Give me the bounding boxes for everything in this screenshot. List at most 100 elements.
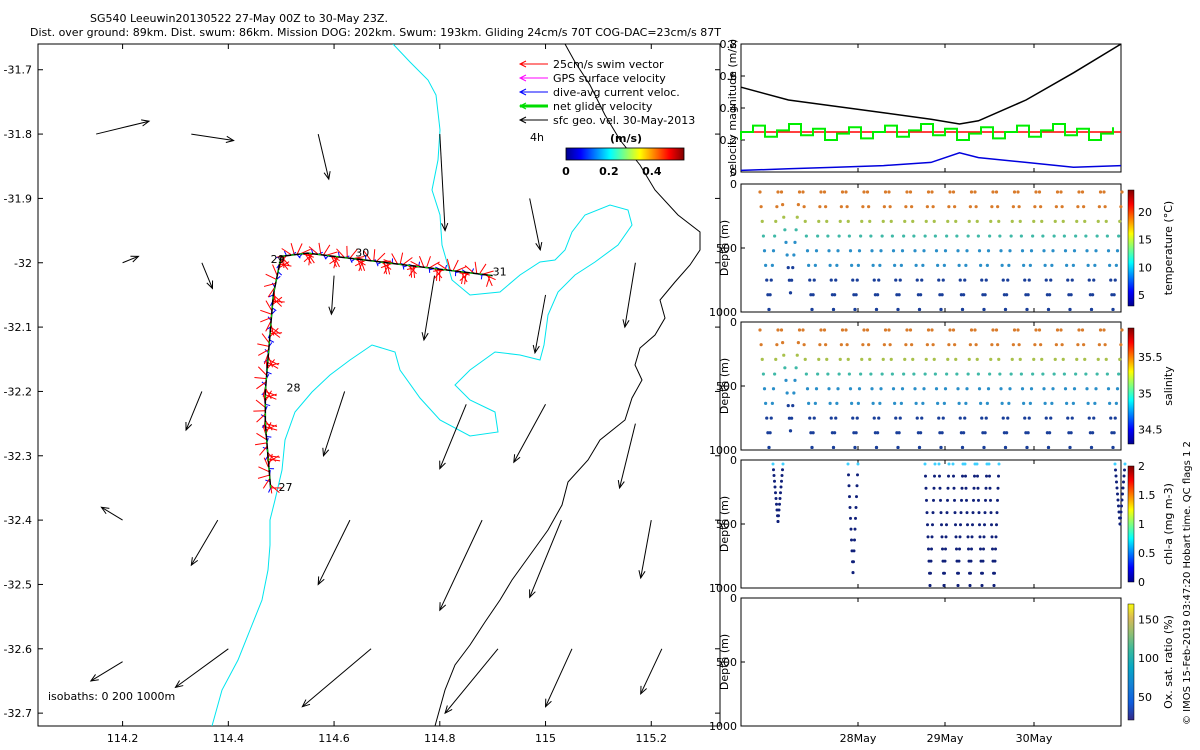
colorbar-label: chl-a (mg m-3) — [1162, 483, 1175, 565]
dive-point — [979, 401, 983, 405]
geo-arrow-head — [638, 570, 646, 580]
geo-arrow-head — [190, 557, 199, 567]
dive-point — [773, 234, 777, 238]
dive-point — [1012, 328, 1017, 332]
dive-point — [895, 293, 899, 297]
chla-point — [1113, 462, 1117, 466]
dive-point — [1002, 431, 1006, 435]
dive-profile — [779, 190, 802, 295]
swim-vector — [325, 251, 338, 256]
dive-point — [861, 205, 865, 209]
dive-point — [1069, 431, 1073, 435]
dive-avg-current-vector — [402, 264, 405, 270]
swim-vector — [354, 258, 366, 266]
geo-arrow-head — [141, 119, 151, 127]
dive-point — [1089, 445, 1094, 450]
dive-point — [956, 387, 960, 391]
dive-point — [1050, 401, 1054, 405]
map-frame — [37, 43, 721, 727]
dive-point — [785, 391, 789, 395]
chla-point — [855, 484, 859, 488]
y-tick-label: 0.2 — [720, 134, 738, 147]
swim-vector — [265, 320, 272, 332]
dive-point — [779, 190, 784, 194]
dive-point — [855, 278, 859, 282]
dive-point — [761, 234, 765, 238]
dive-point — [994, 190, 999, 194]
geo-arrow — [191, 133, 234, 142]
dive-point — [817, 357, 821, 361]
colorbar-tick-label: 35.5 — [1138, 351, 1163, 364]
chla-point — [1117, 504, 1120, 508]
dive-point — [1042, 249, 1046, 253]
chla-point — [849, 516, 852, 520]
dive-point — [930, 190, 934, 194]
dive-point — [924, 357, 928, 361]
panel-ylabel: velocity magnitude (m/s) — [726, 39, 739, 177]
dive-point — [903, 357, 907, 361]
chla-point — [994, 535, 998, 539]
geo-arrow — [444, 648, 499, 714]
chla-point — [777, 514, 780, 518]
chla-point — [929, 571, 932, 575]
dive-avg-current-vector — [471, 268, 475, 274]
dive-point — [879, 387, 883, 391]
chla-point — [944, 535, 948, 539]
swim-vector — [357, 259, 363, 271]
dive-point — [891, 387, 896, 391]
dive-point — [784, 378, 788, 382]
dive-point — [781, 203, 785, 207]
dive-point — [1085, 249, 1089, 253]
dive-point — [836, 387, 840, 391]
dive-point — [1053, 357, 1057, 361]
chla-profile — [937, 462, 951, 587]
swim-vector — [434, 269, 443, 279]
colorbar-tick-label: 0.4 — [642, 165, 662, 178]
dive-point — [1022, 401, 1026, 405]
dive-point — [1066, 416, 1070, 420]
dive-point — [983, 431, 987, 435]
dive-point — [1052, 372, 1056, 376]
dive-point — [1087, 278, 1091, 282]
swim-vector — [323, 244, 331, 256]
dive-point — [793, 378, 797, 382]
dive-profile — [844, 190, 866, 312]
dive-point — [1068, 445, 1072, 450]
dive-point — [796, 203, 800, 207]
chla-point — [957, 571, 960, 575]
chla-point — [945, 511, 949, 515]
dive-point — [1091, 431, 1095, 435]
swim-vector — [464, 272, 467, 285]
chla-point — [993, 559, 997, 563]
map-x-tick-label: 115 — [535, 732, 556, 745]
swim-vector — [410, 265, 413, 278]
dive-point — [890, 372, 894, 376]
dive-profile — [1059, 190, 1081, 312]
dive-point — [812, 278, 816, 282]
dive-point — [804, 234, 808, 238]
dive-point — [1024, 431, 1028, 435]
dive-point — [894, 416, 898, 420]
geo-arrow — [640, 520, 652, 579]
chla-point — [979, 547, 982, 551]
dive-point — [805, 249, 810, 253]
dive-point — [850, 263, 854, 267]
dive-point — [825, 219, 829, 223]
swim-vector — [391, 253, 398, 265]
dive-point — [771, 249, 776, 253]
dive-point — [937, 278, 941, 282]
swim-vector — [437, 263, 449, 271]
dive-point — [940, 431, 944, 435]
colorbar-tick-label: 10 — [1138, 261, 1152, 274]
dive-point — [887, 328, 891, 332]
chla-point — [850, 538, 853, 542]
dive-point — [930, 328, 934, 332]
time-series-panels: velocity magnitude (m/s)00.20.40.60.8Dep… — [709, 38, 1175, 745]
swim-vector — [261, 333, 270, 344]
dive-point — [960, 445, 965, 450]
dive-point — [919, 293, 923, 297]
chla-point — [978, 523, 981, 527]
dive-point — [767, 307, 771, 312]
dive-point — [1042, 387, 1046, 391]
chla-point — [970, 535, 974, 539]
